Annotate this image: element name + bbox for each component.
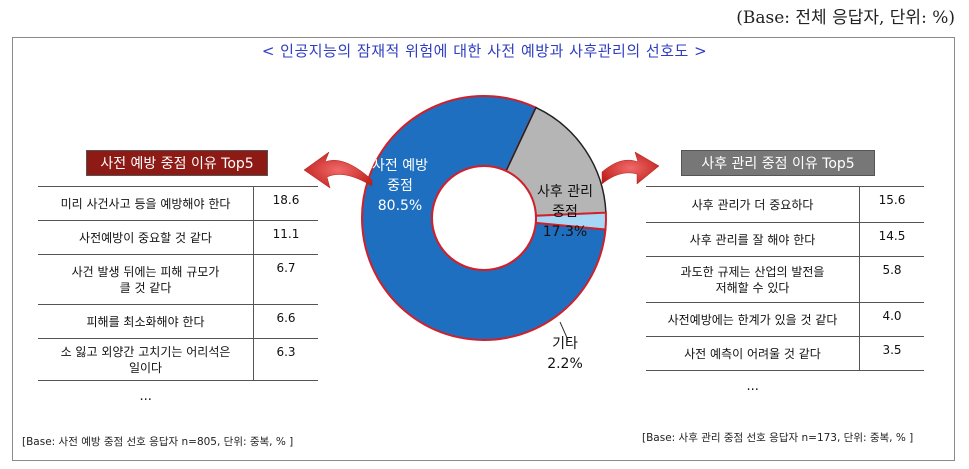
left-reason-label: 피해를 최소화해야 한다 [38,304,254,339]
right-reason-line: 사전 예측이 어려울 것 같다 [684,346,821,361]
right-panel-title: 사후 관리 중점 이유 Top5 [681,150,875,176]
left-reason-label: 소 잃고 외양간 고치기는 어리석은 일이다 [38,338,254,381]
left-reason-line: 일이다 [128,360,163,375]
right-reason-label: 사후 관리가 더 중요하다 [646,186,860,223]
right-arrow-icon [601,151,660,185]
right-row: 사전 예측이 어려울 것 같다 3.5 [646,336,924,371]
right-reason-value: 3.5 [859,336,924,371]
donut-hole [431,165,537,271]
left-reason-label: 미리 사건사고 등을 예방해야 한다 [38,186,254,221]
right-reasons-table: 사후 관리가 더 중요하다 15.6 사후 관리를 잘 해야 한다 14.5 과도한 규… [646,186,924,401]
right-reason-line: 사후 관리가 더 중요하다 [691,197,814,212]
left-footnote: [Base: 사전 예방 중점 선호 응답자 n=805, 단위: 중복, % … [22,436,294,448]
left-arrow-icon [303,151,373,189]
left-row: 소 잃고 외양간 고치기는 어리석은 일이다 6.3 [38,338,318,381]
left-reasons-table: 미리 사건사고 등을 예방해야 한다 18.6 사전예방이 중요할 것 같다 11.1… [38,186,318,411]
left-reason-value: 18.6 [253,186,318,221]
slice-label-1-line1: 사후 관리 [537,184,593,200]
left-reason-line: 소 잃고 외양간 고치기는 어리석은 [60,344,231,359]
right-more-ellipsis: ... [746,378,759,394]
right-reason-value: 5.8 [859,256,924,303]
right-row: 과도한 규제는 산업의 발전을 저해할 수 있다 5.8 [646,256,924,303]
slice-label-1-value_text: 17.3% [543,224,587,240]
right-reason-line: 과도한 규제는 산업의 발전을 [680,264,825,279]
left-reason-value: 6.7 [253,254,318,305]
right-row: 사전예방에는 한계가 있을 것 같다 4.0 [646,302,924,337]
slice-label-2-line1: 기타 [552,336,578,352]
chart-title: < 인공지능의 잠재적 위험에 대한 사전 예방과 사후관리의 선호도 > [261,42,708,60]
right-reason-label: 사전 예측이 어려울 것 같다 [646,336,860,371]
slice-label-0-line2: 중점 [387,178,413,194]
left-more-ellipsis: ... [139,388,152,404]
left-reason-line: 사전예방이 중요할 것 같다 [79,230,212,245]
right-reason-value: 15.6 [859,186,924,223]
right-footnote: [Base: 사후 관리 중점 선호 응답자 n=173, 단위: 중복, % … [642,432,914,444]
left-row: 사건 발생 뒤에는 피해 규모가 클 것 같다 6.7 [38,254,318,305]
etc-leader-line [559,321,569,341]
left-reason-value: 6.3 [253,338,318,381]
right-reason-label: 사전예방에는 한계가 있을 것 같다 [646,302,860,337]
left-reason-value: 6.6 [253,304,318,339]
right-reason-line: 사후 관리를 잘 해야 한다 [689,232,816,247]
right-row: 사후 관리를 잘 해야 한다 14.5 [646,222,924,257]
slice-label-1-line2: 중점 [552,204,578,220]
right-row: 사후 관리가 더 중요하다 15.6 [646,186,924,223]
left-row: 사전예방이 중요할 것 같다 11.1 [38,220,318,255]
chart-frame [12,37,955,461]
right-reason-line: 저해할 수 있다 [715,280,790,295]
left-reason-line: 클 것 같다 [119,280,172,295]
right-reason-label: 사후 관리를 잘 해야 한다 [646,222,860,257]
right-reason-line: 사전예방에는 한계가 있을 것 같다 [667,312,838,327]
left-panel-title: 사전 예방 중점 이유 Top5 [86,150,268,176]
slice-label-2-value_text: 2.2% [547,356,583,372]
left-reason-line: 사건 발생 뒤에는 피해 규모가 [71,264,220,279]
left-reason-line: 피해를 최소화해야 한다 [86,314,205,329]
right-reason-value: 14.5 [859,222,924,257]
left-reason-value: 11.1 [253,220,318,255]
right-reason-label: 과도한 규제는 산업의 발전을 저해할 수 있다 [646,256,860,303]
left-reason-label: 사건 발생 뒤에는 피해 규모가 클 것 같다 [38,254,254,305]
base-note: (Base: 전체 응답자, 단위: %) [736,8,955,28]
left-reason-label: 사전예방이 중요할 것 같다 [38,220,254,255]
slice-label-0-line1: 사전 예방 [372,158,428,174]
left-row: 미리 사건사고 등을 예방해야 한다 18.6 [38,186,318,221]
slice-label-0-value_text: 80.5% [378,198,422,214]
left-reason-line: 미리 사건사고 등을 예방해야 한다 [60,196,231,211]
left-row: 피해를 최소화해야 한다 6.6 [38,304,318,339]
right-reason-value: 4.0 [859,302,924,337]
